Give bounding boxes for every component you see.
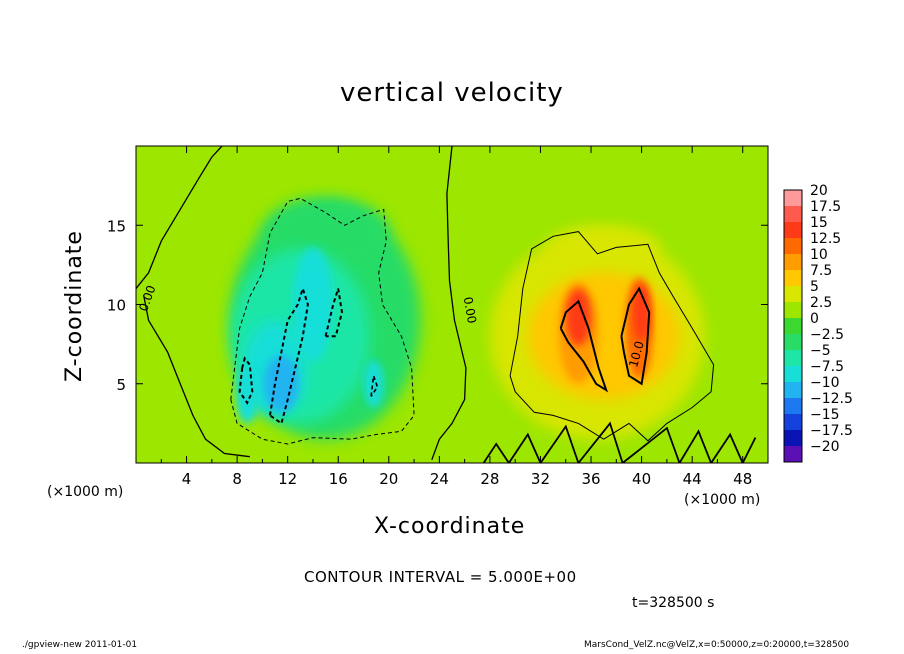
colorbar-frame	[783, 189, 803, 463]
x-tick-label: 16	[329, 470, 348, 488]
negative-contour-core-a	[238, 356, 254, 405]
colorbar-swatch	[784, 270, 802, 287]
x-tick-label: 20	[379, 470, 398, 488]
colorbar-label: −15	[810, 407, 840, 423]
colorbar-label: 7.5	[810, 263, 832, 279]
negative-contour-core-d	[370, 375, 379, 397]
x-tick-label: 12	[278, 470, 297, 488]
x-unit-right: (×1000 m)	[684, 492, 761, 508]
colorbar-swatch	[784, 382, 802, 399]
x-tick-label: 8	[232, 470, 242, 488]
colorbar-label: 20	[810, 183, 828, 199]
y-tick-label: 5	[116, 376, 126, 394]
colorbar-label: 17.5	[810, 199, 841, 215]
colorbar-label: −20	[810, 439, 840, 455]
colorbar-label: −5	[810, 343, 831, 359]
colorbar-swatch	[784, 254, 802, 271]
negative-contour-core-b	[269, 285, 309, 426]
contour-interval-note: CONTOUR INTERVAL = 5.000E+00	[304, 568, 577, 586]
y-tick-label: 10	[107, 297, 126, 315]
x-tick-label: 28	[480, 470, 499, 488]
downdraft-core-d	[235, 366, 259, 424]
colorbar-swatch	[784, 318, 802, 335]
x-tick-label: 4	[182, 470, 192, 488]
colorbar-label: −10	[810, 375, 840, 391]
y-axis-label: Z-coordinate	[62, 230, 87, 382]
downdraft-core-c	[263, 355, 300, 413]
x-axis: 4 8 12 16 20 24 28 32 36 40 44 48	[160, 146, 752, 488]
colorbar-label: −2.5	[810, 327, 844, 343]
bottom-wave-contours	[482, 421, 757, 463]
colorbar-label: −7.5	[810, 359, 844, 375]
time-label: t=328500 s	[632, 595, 715, 611]
zero-contour-left	[136, 146, 223, 290]
updraft-core-c	[565, 288, 592, 346]
y-tick-label: 15	[107, 217, 126, 235]
positive-contour-core-a	[559, 299, 609, 393]
footer-left: ./gpview-new 2011-01-01	[22, 640, 138, 650]
colorbar-swatch	[784, 430, 802, 447]
colorbar-swatch	[784, 222, 802, 239]
x-tick-label: 32	[531, 470, 550, 488]
updraft-core-d	[632, 283, 651, 341]
zero-contour-left-lower	[142, 294, 250, 458]
zero-contour-center	[431, 146, 467, 461]
x-tick-label: 24	[430, 470, 449, 488]
negative-contour-core-c	[324, 288, 344, 338]
colorbar-swatch	[784, 398, 802, 415]
colorbar-label: 12.5	[810, 231, 841, 247]
chart-title: vertical velocity	[340, 78, 564, 108]
footer-right: MarsCond_VelZ.nc@VelZ,x=0:50000,z=0:2000…	[584, 640, 850, 650]
x-tick-label: 44	[683, 470, 702, 488]
contour-label-2: 0.00	[461, 296, 479, 325]
x-tick-label: 48	[733, 470, 752, 488]
x-tick-label: 36	[581, 470, 600, 488]
colorbar-label: 15	[810, 215, 828, 231]
colorbar-swatch	[784, 286, 802, 303]
x-tick-label: 40	[632, 470, 651, 488]
colorbar-swatch	[784, 446, 802, 463]
colorbar-swatch	[784, 414, 802, 431]
contour-label-3: 10.0	[626, 339, 646, 368]
negative-contour-envelope	[230, 197, 415, 445]
colorbar-swatch	[784, 334, 802, 351]
colorbar-swatch	[784, 206, 802, 223]
colorbar-label: −12.5	[810, 391, 853, 407]
colorbar-swatch	[784, 366, 802, 383]
colorbar-label: −17.5	[810, 423, 853, 439]
colorbar-label: 2.5	[810, 295, 832, 311]
colorbar-swatch	[784, 190, 802, 207]
downdraft-core-e	[363, 359, 384, 408]
positive-contour-envelope	[509, 231, 715, 442]
positive-contour-core-b	[620, 286, 651, 386]
colorbar: 2017.51512.5107.552.50−2.5−5−7.5−10−12.5…	[783, 183, 853, 463]
colorbar-label: 5	[810, 279, 819, 295]
colorbar-swatch	[784, 238, 802, 255]
x-unit-left: (×1000 m)	[47, 484, 124, 500]
y-axis: 5 10 15	[107, 217, 768, 394]
colorbar-label: 0	[810, 311, 819, 327]
colorbar-swatch	[784, 302, 802, 319]
colorbar-swatch	[784, 350, 802, 367]
colorbar-label: 10	[810, 247, 828, 263]
x-axis-label: X-coordinate	[374, 514, 526, 539]
updraft-upper	[546, 225, 661, 273]
